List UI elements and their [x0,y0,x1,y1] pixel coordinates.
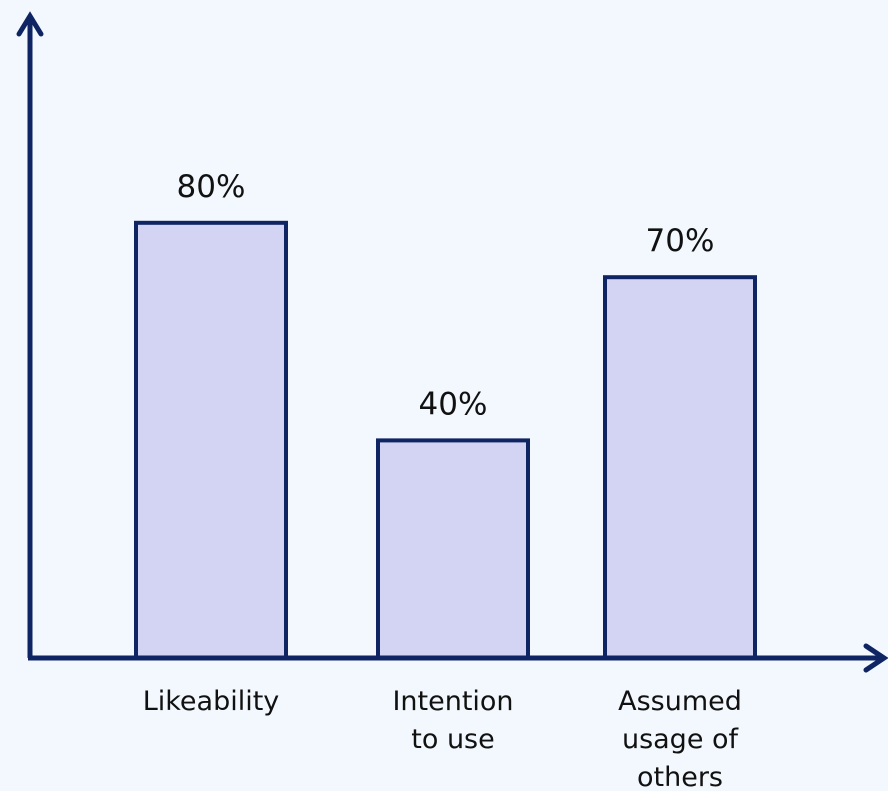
category-labels-layer: Likeability Intention to use Assumed usage o… [143,686,742,791]
category-label-line: to use [411,724,494,755]
bar-assumed-usage-of-others [603,275,757,660]
category-label-line: usage of [622,724,740,755]
category-label-intention-to-use: Intention to use [392,686,513,755]
category-label-line: Likeability [143,686,280,717]
bar-likeability [134,220,288,661]
value-label-assumed-usage-of-others: 70% [646,223,715,259]
value-label-intention-to-use: 40% [419,386,488,422]
value-label-likeability: 80% [177,169,246,205]
bar-intention-to-use [376,438,530,660]
category-label-line: others [637,762,723,791]
category-label-likeability: Likeability [143,686,280,717]
y-axis-arrowhead [16,11,44,37]
value-labels-layer: 80% 40% 70% [177,169,715,423]
x-axis-arrowhead [863,643,888,673]
bars-layer [134,220,757,661]
category-label-line: Assumed [618,686,742,717]
category-label-assumed-usage-of-others: Assumed usage of others [618,686,742,791]
axes-layer [16,11,888,673]
category-label-line: Intention [392,686,513,717]
